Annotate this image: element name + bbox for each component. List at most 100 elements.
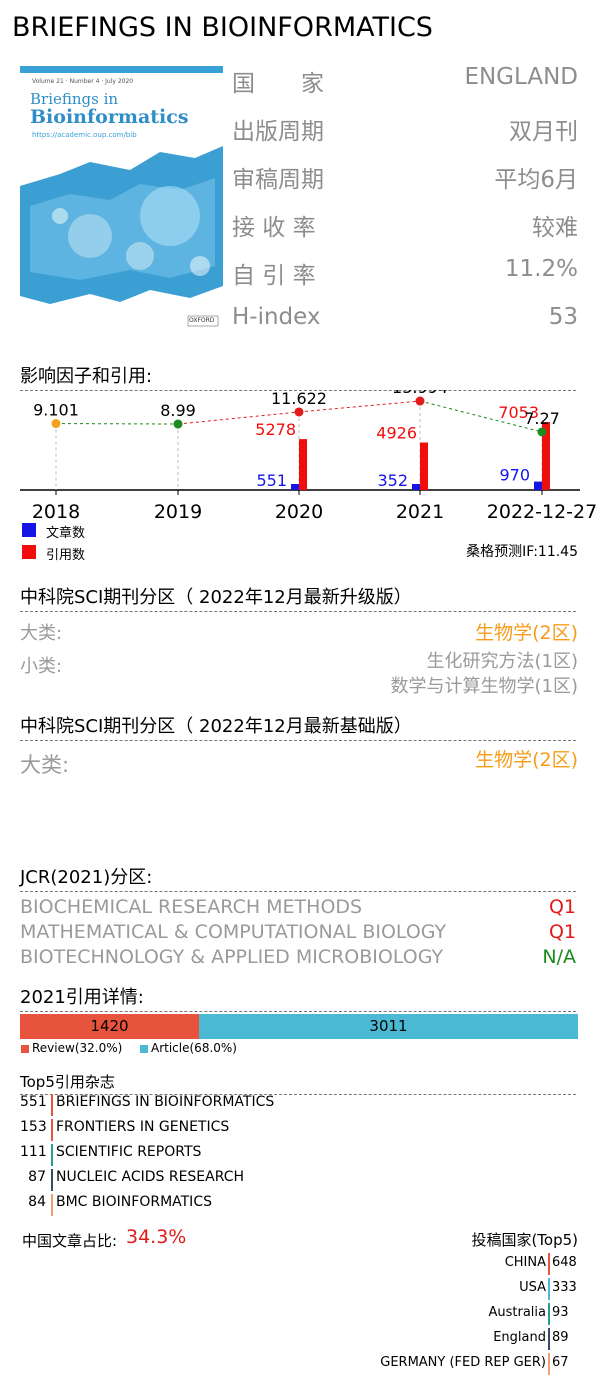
- jcr-quartile: Q1: [548, 896, 576, 918]
- impact-factor-point: [294, 407, 304, 417]
- cover-header-text: Volume 21 · Number 4 · July 2020: [32, 78, 134, 85]
- article-count-label: 352: [377, 471, 408, 490]
- article-count-label: 970: [499, 466, 530, 485]
- cas-upgrade-minor-value-2: 数学与计算生物学(1区): [390, 676, 579, 697]
- country-name: England: [493, 1330, 546, 1345]
- china-share-value: 34.3%: [126, 1226, 187, 1248]
- review-legend-label: Review(32.0%): [32, 1041, 123, 1055]
- x-tick-label: 2020: [275, 501, 323, 523]
- if-line-segment: [419, 400, 543, 433]
- info-self-citation: 自 引 率 11.2%: [232, 256, 578, 289]
- jcr-category: BIOCHEMICAL RESEARCH METHODS: [20, 896, 363, 918]
- citations-2021-title: 2021引用详情:: [20, 983, 576, 1012]
- country-name: CHINA: [504, 1255, 546, 1270]
- cas-upgrade-major-value: 生物学(2区): [475, 622, 578, 644]
- jcr-quartile: N/A: [542, 946, 576, 968]
- impact-factor-label: 7.27: [524, 409, 560, 428]
- info-label: 国 家: [232, 71, 324, 97]
- article-count-bar: [534, 481, 542, 490]
- jcr-row: BIOCHEMICAL RESEARCH METHODS Q1: [20, 896, 576, 920]
- impact-factor-label: 8.99: [160, 401, 196, 420]
- cas-upgrade-title: 中科院SCI期刊分区（ 2022年12月最新升级版）: [20, 583, 576, 612]
- info-label: 接 收 率: [232, 215, 316, 241]
- cover-title-line1: Briefings in: [30, 90, 119, 108]
- info-country: 国 家 ENGLAND: [232, 64, 578, 97]
- top5-journal-name: BRIEFINGS IN BIOINFORMATICS: [56, 1094, 275, 1110]
- info-frequency: 出版周期 双月刊: [232, 112, 578, 145]
- if-line-segment: [55, 423, 179, 425]
- impact-factor-label: 13.994: [392, 390, 448, 397]
- cas-basic-title: 中科院SCI期刊分区（ 2022年12月最新基础版）: [20, 712, 576, 741]
- cas-upgrade-major-label: 大类:: [20, 623, 63, 644]
- cover-publisher-logo: OXFORD: [189, 317, 215, 324]
- top5-separator: [51, 1194, 53, 1216]
- top5-journal-name: FRONTIERS IN GENETICS: [56, 1119, 230, 1135]
- impact-factor-label: 9.101: [33, 401, 79, 420]
- country-row: GERMANY (FED REP GER) 67: [278, 1353, 578, 1377]
- top5-journal-name: BMC BIOINFORMATICS: [56, 1194, 212, 1210]
- info-h-index: H-index 53: [232, 304, 578, 336]
- country-count: 648: [552, 1255, 577, 1270]
- citation-count-label: 5278: [255, 420, 296, 439]
- info-review-cycle: 审稿周期 平均6月: [232, 160, 578, 193]
- legend-articles-label: 文章数: [46, 526, 86, 541]
- if-forecast: 桑格预测IF:11.45: [466, 544, 578, 560]
- info-label: 自 引 率: [232, 263, 316, 289]
- country-row: CHINA 648: [278, 1253, 578, 1277]
- journal-cover-image: Volume 21 · Number 4 · July 2020 Briefin…: [20, 66, 223, 331]
- impact-factor-point: [537, 427, 547, 437]
- article-count-label: 551: [256, 471, 287, 490]
- top5-count: 87: [28, 1169, 46, 1185]
- country-separator: [548, 1328, 550, 1350]
- impact-factor-chart: 2018 2019 2020 2021 2022-12-27 551 5278 352 4926…: [20, 390, 597, 523]
- cover-title-line2: Bioinformatics: [30, 106, 189, 128]
- country-separator: [548, 1303, 550, 1325]
- top5-separator: [51, 1119, 53, 1141]
- review-legend-swatch: [21, 1045, 29, 1053]
- info-value: 双月刊: [509, 119, 578, 145]
- journal-title: BRIEFINGS IN BIOINFORMATICS: [12, 12, 433, 43]
- article-count-bar: [291, 484, 299, 490]
- top5-count: 153: [20, 1119, 47, 1135]
- top5-count: 111: [20, 1144, 47, 1160]
- article-legend-swatch: [140, 1045, 148, 1053]
- citation-count-label: 7053: [498, 403, 539, 422]
- if-line-segment: [177, 411, 300, 425]
- review-citation-bar: 1420: [20, 1014, 199, 1039]
- info-label: H-index: [232, 304, 321, 330]
- info-value: 53: [548, 304, 578, 330]
- article-count-bar: [412, 484, 420, 490]
- jcr-quartile: Q1: [548, 921, 576, 943]
- jcr-category: MATHEMATICAL & COMPUTATIONAL BIOLOGY: [20, 921, 447, 943]
- info-value: 11.2%: [504, 256, 578, 282]
- cas-upgrade-minor-label: 小类:: [20, 656, 63, 677]
- impact-factor-point: [51, 419, 61, 429]
- info-acceptance-rate: 接 收 率 较难: [232, 208, 578, 241]
- legend-citations-swatch: [22, 545, 36, 559]
- legend-articles-swatch: [22, 523, 36, 537]
- impact-factor-label: 11.622: [271, 390, 327, 408]
- top5-journal-name: NUCLEIC ACIDS RESEARCH: [56, 1169, 245, 1185]
- legend-citations-label: 引用数: [46, 548, 86, 563]
- cas-upgrade-minor-value-1: 生化研究方法(1区): [426, 651, 579, 672]
- jcr-category: BIOTECHNOLOGY & APPLIED MICROBIOLOGY: [20, 946, 444, 968]
- china-share-label: 中国文章占比:: [22, 1232, 118, 1250]
- info-value: 较难: [532, 215, 578, 241]
- citation-count-bar: [420, 442, 428, 490]
- country-count: 333: [552, 1280, 577, 1295]
- x-tick-label: 2021: [396, 501, 444, 523]
- country-count: 67: [552, 1355, 569, 1370]
- top5-separator: [51, 1144, 53, 1166]
- country-name: GERMANY (FED REP GER): [380, 1355, 546, 1370]
- impact-factor-point: [415, 396, 425, 406]
- info-value: ENGLAND: [464, 64, 578, 90]
- if-line-segment: [298, 400, 421, 413]
- top5-separator: [51, 1169, 53, 1191]
- country-row: USA 333: [278, 1278, 578, 1302]
- top5-title: Top5引用杂志: [20, 1071, 576, 1095]
- info-label: 审稿周期: [232, 167, 324, 193]
- country-row: England 89: [278, 1328, 578, 1352]
- jcr-title: JCR(2021)分区:: [20, 863, 576, 892]
- impact-section-title: 影响因子和引用:: [20, 362, 576, 391]
- citation-count-bar: [542, 422, 550, 490]
